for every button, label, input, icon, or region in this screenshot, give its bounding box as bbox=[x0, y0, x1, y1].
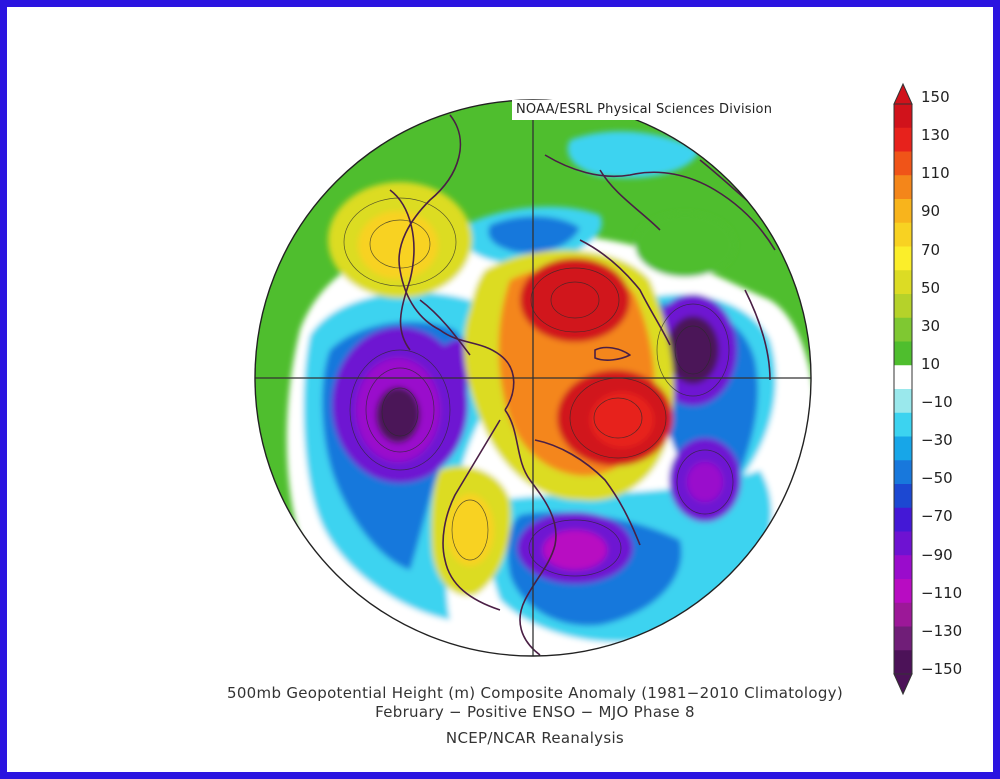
color-scale-tick-label: 150 bbox=[921, 88, 950, 106]
color-scale-tick-label: 50 bbox=[921, 278, 941, 297]
color-scale-cell bbox=[894, 341, 912, 366]
color-scale-cell bbox=[894, 317, 912, 342]
color-scale-tick-label: 70 bbox=[921, 240, 941, 259]
color-scale-cell bbox=[894, 579, 912, 604]
caption-title: 500mb Geopotential Height (m) Composite … bbox=[227, 684, 843, 702]
color-scale-cell bbox=[894, 246, 912, 271]
color-scale-cell bbox=[894, 650, 912, 675]
color-scale-tick-label: −10 bbox=[921, 393, 953, 412]
color-scale-tick-label: 10 bbox=[921, 354, 941, 373]
color-scale-tick-label: −130 bbox=[921, 621, 963, 640]
color-scale-tick-label: −90 bbox=[921, 545, 953, 564]
color-scale-cell bbox=[894, 270, 912, 295]
color-scale-cell bbox=[894, 436, 912, 461]
color-scale-tick-label: 110 bbox=[921, 164, 950, 183]
color-scale-tick-label: −50 bbox=[921, 469, 953, 488]
color-scale-cell bbox=[894, 294, 912, 319]
caption-source: NCEP/NCAR Reanalysis bbox=[445, 729, 625, 747]
high-east-core bbox=[590, 392, 654, 448]
scale-bottom-arrow bbox=[893, 673, 913, 696]
scale-top-arrow bbox=[893, 82, 913, 105]
color-scale-cell bbox=[894, 555, 912, 580]
color-scale-bar bbox=[893, 82, 913, 696]
high-southwest-core bbox=[446, 494, 494, 566]
color-scale-cell bbox=[894, 484, 912, 509]
caption-subtitle: February − Positive ENSO − MJO Phase 8 bbox=[375, 703, 695, 721]
color-scale-cell bbox=[894, 531, 912, 556]
color-scale-tick-label: 130 bbox=[921, 126, 950, 145]
blue-region-north bbox=[488, 216, 580, 253]
color-scale-cell bbox=[894, 151, 912, 176]
low-southeast-core bbox=[687, 462, 723, 502]
color-scale-cell bbox=[894, 365, 912, 390]
high-north-red bbox=[520, 258, 630, 342]
color-scale-cell bbox=[894, 175, 912, 200]
color-scale-tick-label: 30 bbox=[921, 316, 941, 335]
color-scale-cell bbox=[894, 104, 912, 129]
color-scale-cell bbox=[894, 199, 912, 224]
color-scale-cell bbox=[894, 460, 912, 485]
scale-border bbox=[893, 103, 913, 675]
color-scale-cell bbox=[894, 222, 912, 247]
low-south-core bbox=[543, 530, 607, 570]
color-scale-tick-label: −70 bbox=[921, 507, 953, 526]
high-northeast-green bbox=[635, 213, 735, 277]
color-scale-tick-label: −150 bbox=[921, 660, 963, 678]
color-scale-tick-label: 90 bbox=[921, 202, 941, 221]
color-scale-cell bbox=[894, 127, 912, 152]
color-scale-cell bbox=[894, 389, 912, 414]
color-scale-tick-label: −30 bbox=[921, 431, 953, 450]
color-scale-cell bbox=[894, 626, 912, 651]
color-scale-tick-label: −110 bbox=[921, 583, 963, 602]
coastlines bbox=[389, 114, 801, 656]
color-scale-cell bbox=[894, 507, 912, 532]
color-scale-cell bbox=[894, 602, 912, 627]
color-scale-cell bbox=[894, 412, 912, 437]
credit-label: NOAA/ESRL Physical Sciences Division bbox=[512, 100, 777, 120]
cyan-region-top bbox=[567, 131, 700, 179]
